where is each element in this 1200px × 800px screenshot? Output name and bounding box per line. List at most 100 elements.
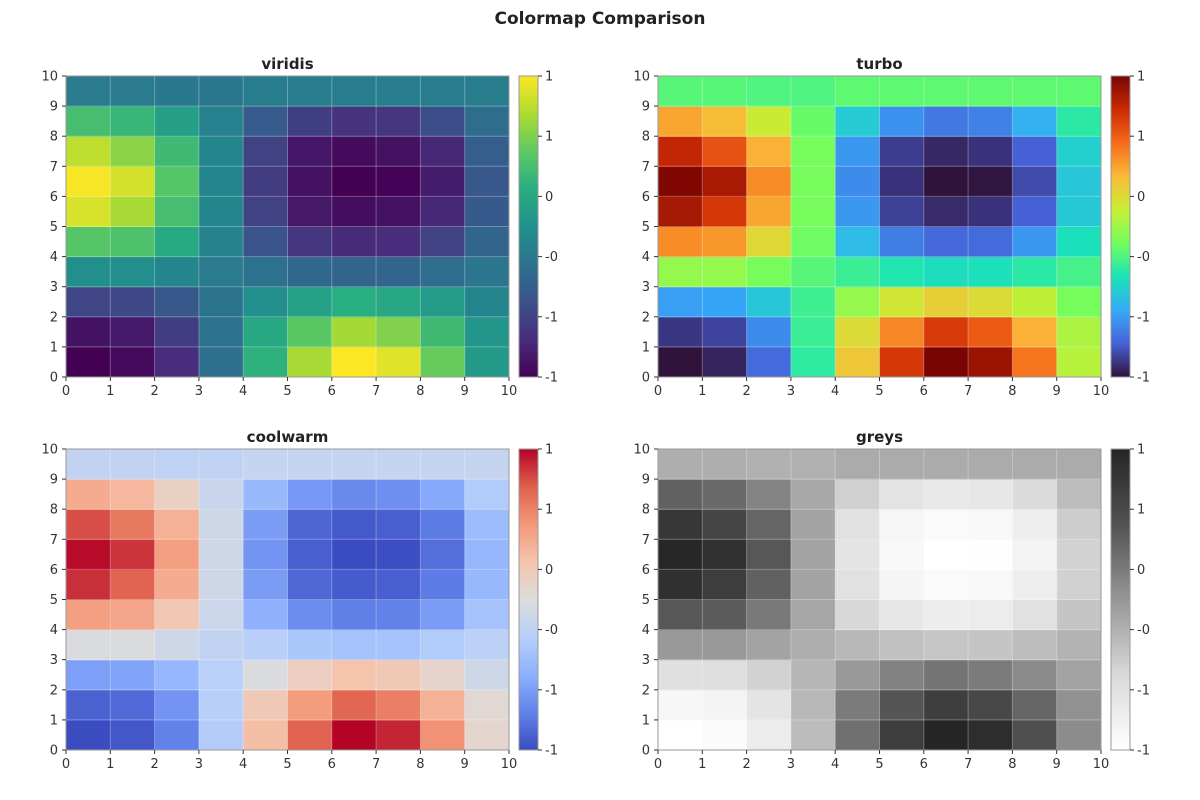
heatmap-cell [110, 196, 156, 227]
heatmap-cell [420, 479, 466, 510]
heatmap-cell [331, 106, 377, 137]
heatmap-cell [1012, 316, 1058, 348]
heatmap-cell [746, 226, 792, 258]
panel-title: viridis [261, 55, 313, 73]
heatmap-cell [658, 599, 703, 631]
heatmap-cell [243, 226, 288, 258]
heatmap-cell [154, 479, 200, 510]
colorbar [518, 75, 539, 378]
heatmap-cell [790, 316, 836, 348]
heatmap-cell [1056, 136, 1102, 167]
heatmap-cell [420, 106, 466, 137]
heatmap-cell [790, 76, 836, 107]
heatmap-cell [243, 166, 288, 197]
y-tick-label: 5 [50, 220, 58, 235]
heatmap-cell [110, 166, 156, 197]
heatmap-cell [1056, 599, 1102, 631]
heatmap-cell [790, 689, 836, 721]
colorbar-tick-label: -1 [545, 683, 558, 698]
x-tick-label: 5 [283, 384, 291, 399]
heatmap-cell [968, 719, 1013, 751]
heatmap-cell [376, 599, 421, 631]
heatmap-cell [923, 346, 969, 378]
colorbar-tick-label: -0 [1137, 250, 1150, 265]
heatmap-cell [835, 316, 880, 348]
heatmap-cell [331, 629, 377, 661]
heatmap-cell [879, 539, 925, 570]
heatmap-cell [790, 719, 836, 751]
heatmap-cell [420, 449, 466, 480]
heatmap-cell [835, 599, 880, 631]
heatmap-cell [66, 449, 111, 480]
heatmap-cell [198, 719, 244, 751]
x-tick-label: 8 [1008, 757, 1016, 772]
heatmap-cell [879, 569, 925, 600]
heatmap-cell [154, 196, 200, 227]
heatmap-cell [287, 106, 333, 137]
heatmap-cell [746, 659, 792, 691]
heatmap-cell [702, 719, 748, 751]
y-tick-label: 0 [50, 744, 58, 759]
heatmap-cell [331, 659, 377, 691]
heatmap-cell [746, 286, 792, 318]
x-tick-label: 9 [461, 384, 469, 399]
x-tick-label: 5 [283, 757, 291, 772]
colorbar-tick-label: -1 [1137, 310, 1150, 325]
x-tick-label: 8 [1008, 384, 1016, 399]
heatmap-cell [1012, 106, 1058, 137]
heatmap-cell [331, 316, 377, 348]
heatmap-cell [376, 76, 421, 107]
heatmap-cell [464, 346, 510, 378]
heatmap-cell [66, 136, 111, 167]
heatmap-cell [835, 196, 880, 227]
x-tick-label: 9 [461, 757, 469, 772]
heatmap-cell [110, 76, 156, 107]
heatmap-cell [331, 136, 377, 167]
heatmap-cell [331, 479, 377, 510]
heatmap-cell [923, 509, 969, 540]
heatmap-cell [331, 509, 377, 540]
heatmap-cell [879, 689, 925, 721]
panel-title: coolwarm [247, 428, 329, 446]
heatmap-cell [1012, 719, 1058, 751]
colorbar [1110, 448, 1131, 751]
heatmap-cell [1056, 449, 1102, 480]
heatmap-cell [702, 629, 748, 661]
heatmap-cell [198, 509, 244, 540]
heatmap-cell [287, 256, 333, 288]
x-tick-label: 0 [62, 757, 70, 772]
heatmap-cell [198, 689, 244, 721]
heatmap-cell [1012, 256, 1058, 288]
heatmap-cell [198, 479, 244, 510]
heatmap-cell [1056, 509, 1102, 540]
heatmap-cell [1056, 629, 1102, 661]
heatmap-cell [110, 479, 156, 510]
heatmap-cell [66, 689, 111, 721]
heatmap-cell [923, 449, 969, 480]
y-tick-label: 0 [642, 744, 650, 759]
heatmap-cell [154, 449, 200, 480]
heatmap-cell [923, 719, 969, 751]
heatmap-cell [420, 689, 466, 721]
heatmap-cell [464, 629, 510, 661]
heatmap-cell [746, 346, 792, 378]
heatmap-cell [243, 449, 288, 480]
x-tick-label: 10 [1093, 384, 1110, 399]
y-tick-label: 10 [633, 70, 650, 85]
heatmap-cell [66, 226, 111, 258]
heatmap-cell [1056, 719, 1102, 751]
heatmap-cell [331, 76, 377, 107]
heatmap-cell [464, 106, 510, 137]
heatmap-cell [1056, 106, 1102, 137]
heatmap-cell [658, 256, 703, 288]
heatmap-cell [879, 316, 925, 348]
heatmap-cell [923, 76, 969, 107]
y-tick-label: 9 [642, 100, 650, 115]
heatmap-cell [464, 226, 510, 258]
heatmap-cell [464, 539, 510, 570]
heatmap-cell [1056, 479, 1102, 510]
y-tick-label: 4 [50, 250, 58, 265]
heatmap-cell [702, 226, 748, 258]
heatmap-cell [658, 719, 703, 751]
y-tick-label: 5 [50, 593, 58, 608]
